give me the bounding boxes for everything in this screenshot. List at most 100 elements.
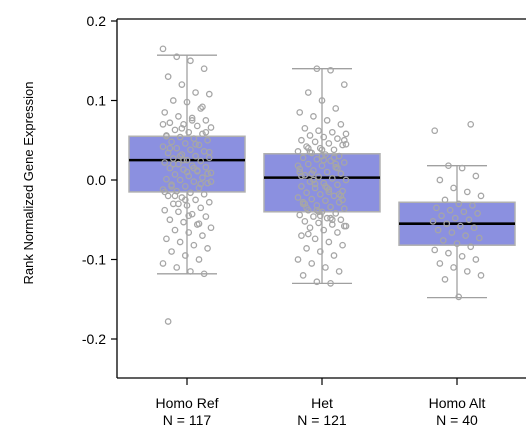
data-point	[183, 98, 191, 106]
data-point	[188, 117, 196, 124]
data-point	[161, 206, 169, 214]
data-point	[159, 121, 167, 128]
data-point	[199, 103, 206, 111]
data-point	[339, 196, 346, 204]
data-point	[472, 256, 480, 263]
data-point	[161, 188, 169, 196]
data-point	[294, 194, 302, 201]
data-point	[188, 114, 196, 122]
data-point	[318, 146, 326, 154]
data-point	[180, 121, 187, 128]
data-point	[164, 192, 172, 200]
x-tick-label: Homo Alt	[429, 395, 486, 411]
data-point	[199, 130, 206, 138]
data-point	[463, 268, 471, 275]
data-point	[322, 197, 329, 205]
data-point	[441, 196, 449, 204]
data-point	[175, 113, 182, 120]
data-point	[190, 178, 198, 185]
data-point	[207, 224, 215, 232]
data-point	[181, 183, 189, 190]
data-point	[445, 162, 452, 170]
data-point	[306, 178, 314, 185]
data-point	[315, 127, 322, 135]
data-point	[303, 204, 310, 212]
data-point	[195, 220, 203, 228]
data-point	[176, 176, 184, 184]
data-point	[164, 73, 172, 81]
data-point	[195, 184, 203, 192]
data-point	[169, 160, 177, 168]
data-point	[187, 189, 194, 197]
data-point	[161, 109, 169, 116]
data-point	[460, 208, 468, 216]
data-point	[327, 203, 334, 211]
data-point	[325, 188, 333, 196]
data-point	[197, 105, 205, 112]
data-point	[180, 156, 187, 164]
data-point	[205, 148, 213, 156]
data-point	[335, 268, 343, 275]
data-point	[306, 132, 314, 139]
data-point	[304, 230, 312, 238]
data-point	[450, 184, 457, 192]
data-point	[168, 183, 175, 190]
data-point	[202, 117, 210, 124]
data-point	[340, 222, 348, 230]
data-point	[207, 124, 215, 131]
data-point	[180, 218, 187, 226]
x-count-label: N = 40	[436, 412, 478, 428]
data-point	[298, 232, 305, 239]
data-point	[301, 124, 309, 132]
data-point	[475, 234, 483, 242]
data-point	[337, 216, 345, 224]
data-point	[178, 81, 186, 88]
data-point	[159, 260, 167, 267]
data-point	[434, 226, 442, 234]
data-point	[190, 164, 198, 172]
data-point	[296, 109, 304, 116]
data-point	[166, 216, 174, 224]
data-point	[166, 164, 174, 172]
data-point	[304, 160, 312, 168]
data-point	[467, 243, 475, 251]
data-point	[467, 121, 475, 128]
data-point	[161, 159, 169, 166]
data-point	[181, 252, 189, 259]
data-point	[328, 175, 336, 182]
data-point	[204, 136, 211, 144]
data-point	[294, 148, 302, 155]
data-point	[455, 293, 463, 301]
data-point	[195, 256, 203, 263]
data-point	[328, 128, 336, 136]
data-point	[197, 204, 205, 212]
x-count-label: N = 121	[297, 412, 347, 428]
data-point	[193, 122, 201, 130]
data-point	[313, 155, 321, 163]
data-point	[438, 212, 445, 220]
data-point	[304, 144, 312, 152]
data-point	[163, 235, 170, 243]
data-point	[334, 229, 341, 236]
data-point	[188, 210, 196, 218]
data-point	[185, 128, 193, 136]
x-tick-label: Het	[311, 395, 333, 411]
data-point	[308, 195, 316, 203]
data-point	[342, 140, 350, 148]
data-point	[477, 192, 485, 200]
data-point	[311, 184, 319, 192]
data-point	[337, 192, 345, 200]
data-point	[187, 146, 194, 154]
data-point	[169, 97, 177, 104]
data-point	[166, 144, 174, 152]
data-point	[310, 113, 317, 120]
y-tick-label: 0.0	[87, 172, 107, 188]
data-point	[451, 214, 459, 222]
data-point	[334, 135, 341, 143]
data-point	[431, 246, 439, 254]
data-point	[472, 172, 480, 180]
data-point	[323, 184, 331, 192]
data-point	[339, 241, 346, 249]
data-point	[199, 174, 206, 181]
data-point	[303, 189, 310, 197]
